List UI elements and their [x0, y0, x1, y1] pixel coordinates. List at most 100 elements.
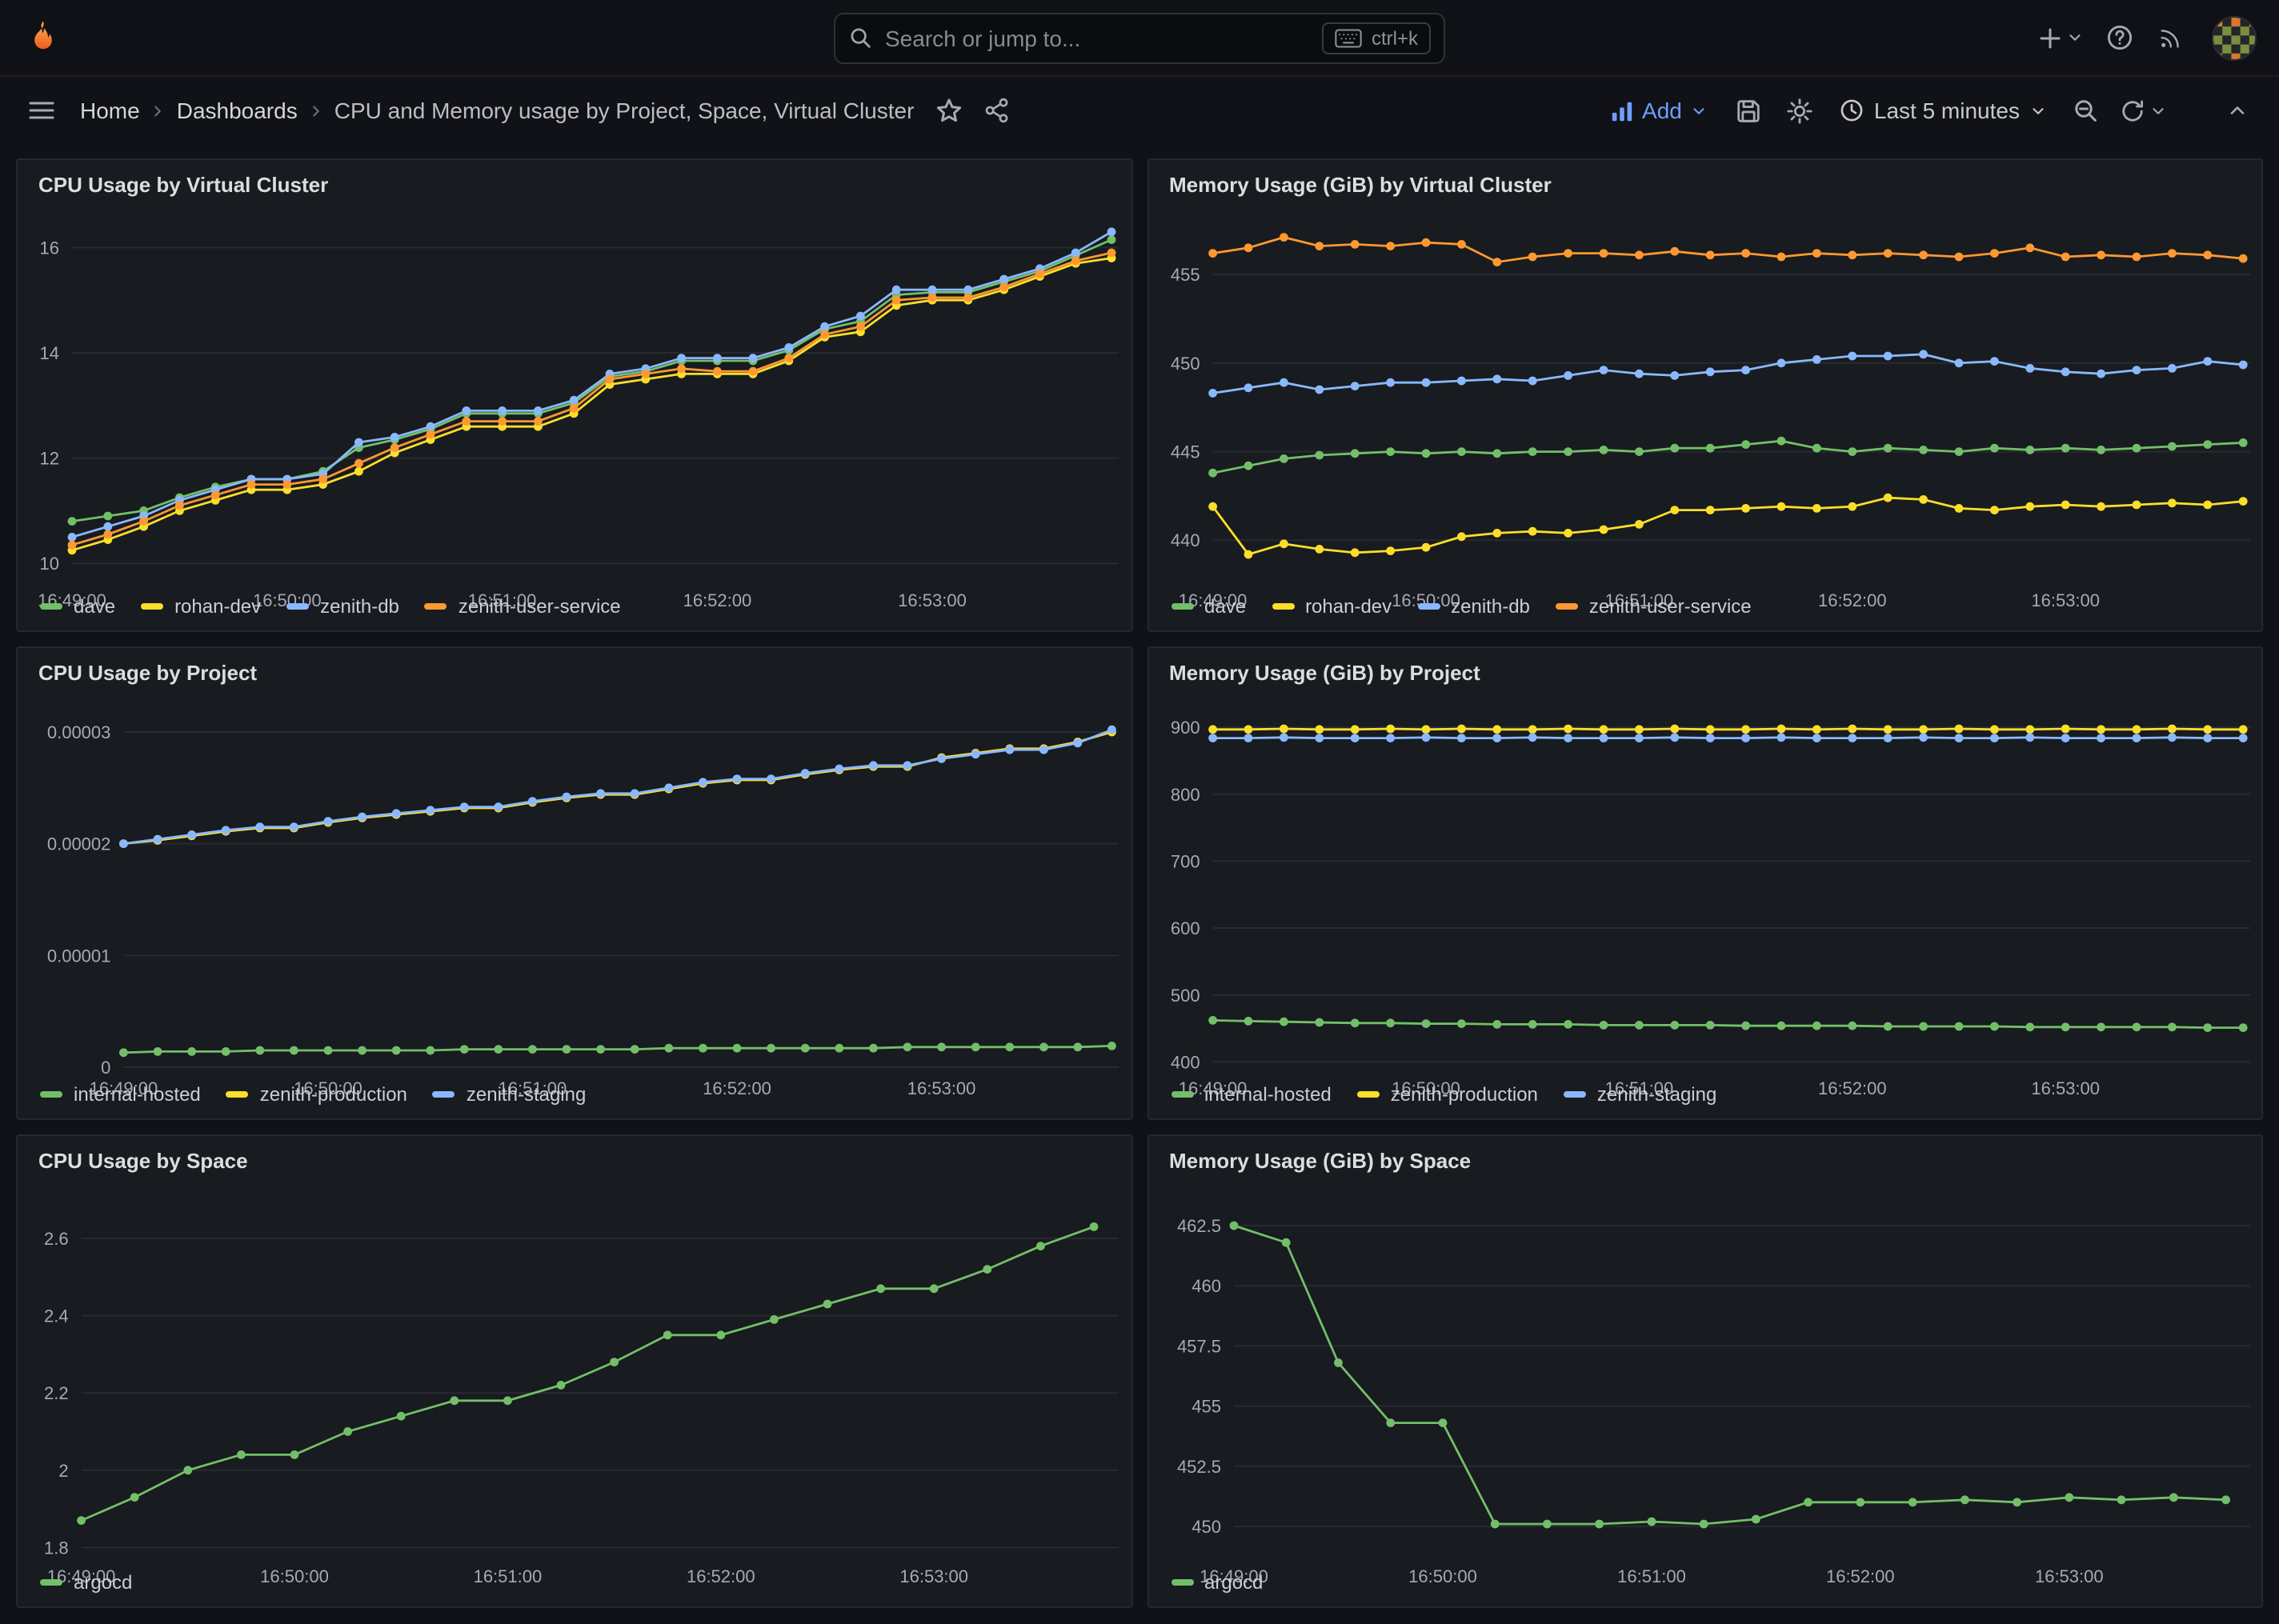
panel-title[interactable]: CPU Usage by Space — [38, 1149, 248, 1173]
legend-item-internal-hosted[interactable]: internal-hosted — [1171, 1083, 1332, 1106]
panel-title[interactable]: CPU Usage by Virtual Cluster — [38, 173, 329, 197]
legend-item-rohan-dev[interactable]: rohan-dev — [1272, 595, 1392, 618]
legend-label: zenith-staging — [466, 1083, 587, 1106]
panel-cpu-usage-by-project: CPU Usage by Project 0 0.00001 0.00002 0.00… — [16, 646, 1132, 1120]
chart-cpu-usage-by-project[interactable]: 0 0.00001 0.00002 0.00003 16:49:00 16:50:00 16… — [18, 688, 1131, 1098]
legend-label: argocd — [74, 1571, 133, 1594]
legend-item-zenith-staging[interactable]: zenith-staging — [432, 1083, 587, 1106]
panel-title[interactable]: CPU Usage by Project — [38, 661, 258, 685]
legend-item-argocd[interactable]: argocd — [40, 1571, 132, 1594]
svg-text:400: 400 — [1170, 1052, 1200, 1072]
panel-memory-usage-by-virtual-cluster: Memory Usage (GiB) by Virtual Cluster 44… — [1147, 158, 2263, 632]
legend-label: zenith-db — [1451, 595, 1530, 618]
legend-item-zenith-production[interactable]: zenith-production — [226, 1083, 407, 1106]
search-icon — [848, 26, 872, 50]
share-button[interactable] — [975, 88, 1019, 133]
legend-item-zenith-db[interactable]: zenith-db — [1417, 595, 1530, 618]
new-button[interactable] — [2031, 15, 2090, 60]
svg-text:0.00003: 0.00003 — [47, 722, 111, 742]
svg-text:16:51:00: 16:51:00 — [474, 1566, 543, 1586]
svg-text:2.2: 2.2 — [44, 1383, 69, 1403]
news-button[interactable] — [2148, 15, 2193, 60]
svg-text:16:52:00: 16:52:00 — [1817, 1078, 1886, 1098]
legend-color-marker — [1171, 603, 1193, 610]
svg-text:16:51:00: 16:51:00 — [1616, 1566, 1685, 1586]
mega-menu-button[interactable] — [19, 88, 64, 133]
hamburger-icon — [29, 102, 54, 119]
time-range-label: Last 5 minutes — [1873, 98, 2020, 123]
clock-history-icon — [1840, 99, 1863, 122]
chart-cpu-usage-by-virtual-cluster[interactable]: 10 12 14 16 16:49:00 16:50:00 16:51:00 16:52:00… — [18, 200, 1131, 610]
legend-item-zenith-user-service[interactable]: zenith-user-service — [424, 595, 621, 618]
global-search[interactable]: ctrl+k — [834, 12, 1445, 63]
shortcut-label: ctrl+k — [1371, 26, 1418, 49]
top-nav-right — [2031, 15, 2257, 60]
svg-text:462.5: 462.5 — [1176, 1216, 1220, 1236]
svg-text:500: 500 — [1170, 986, 1200, 1006]
chart-legend: internal-hosted zenith-production zenith-s… — [1148, 1080, 2261, 1118]
top-nav: ctrl+k — [0, 0, 2279, 77]
favorite-button[interactable] — [927, 88, 971, 133]
legend-item-rohan-dev[interactable]: rohan-dev — [141, 595, 261, 618]
svg-text:450: 450 — [1191, 1517, 1220, 1537]
collapse-toolbar-button[interactable] — [2215, 88, 2260, 133]
legend-item-zenith-staging[interactable]: zenith-staging — [1563, 1083, 1716, 1106]
chart-memory-usage-by-virtual-cluster[interactable]: 440 445 450 455 16:49:00 16:50:00 16:51:00 16:5… — [1148, 200, 2261, 610]
legend-label: internal-hosted — [1204, 1083, 1332, 1106]
legend-label: rohan-dev — [1305, 595, 1392, 618]
chart-legend: internal-hosted zenith-production zenith-s… — [18, 1080, 1131, 1118]
legend-color-marker — [40, 1579, 62, 1586]
svg-text:16:53:00: 16:53:00 — [898, 590, 967, 610]
svg-text:16:49:00: 16:49:00 — [1199, 1566, 1268, 1586]
legend-color-marker — [226, 1091, 249, 1098]
svg-text:600: 600 — [1170, 918, 1200, 938]
svg-text:14: 14 — [40, 343, 59, 363]
legend-item-zenith-user-service[interactable]: zenith-user-service — [1555, 595, 1752, 618]
svg-text:16:50:00: 16:50:00 — [1391, 1078, 1460, 1098]
time-range-picker[interactable]: Last 5 minutes — [1829, 91, 2057, 130]
svg-text:800: 800 — [1170, 785, 1200, 805]
zoom-out-time-button[interactable] — [2063, 88, 2108, 133]
legend-item-internal-hosted[interactable]: internal-hosted — [40, 1083, 201, 1106]
legend-item-argocd[interactable]: argocd — [1171, 1571, 1263, 1594]
panel-grid: CPU Usage by Virtual Cluster 10 12 14 16 16:… — [0, 144, 2279, 1624]
search-input[interactable] — [885, 25, 1322, 50]
gear-icon — [1788, 98, 1813, 123]
svg-text:900: 900 — [1170, 718, 1200, 738]
chevron-down-icon — [2033, 107, 2044, 114]
svg-text:16:52:00: 16:52:00 — [1825, 1566, 1894, 1586]
svg-text:452.5: 452.5 — [1176, 1457, 1220, 1477]
svg-text:12: 12 — [40, 449, 59, 469]
save-dashboard-button[interactable] — [1727, 88, 1772, 133]
refresh-button[interactable] — [2114, 88, 2173, 133]
user-avatar[interactable] — [2212, 15, 2257, 60]
legend-color-marker — [1356, 1091, 1380, 1098]
svg-text:16:52:00: 16:52:00 — [687, 1566, 755, 1586]
legend-item-zenith-production[interactable]: zenith-production — [1356, 1083, 1538, 1106]
chart-memory-usage-by-space[interactable]: 450 452.5 455 457.5 460 462.5 16:49:00 16:50:00… — [1148, 1176, 2261, 1586]
svg-text:2.6: 2.6 — [44, 1229, 69, 1249]
chart-cpu-usage-by-space[interactable]: 1.8 2 2.2 2.4 2.6 16:49:00 16:50:00 16:51:00 16:… — [18, 1176, 1131, 1586]
legend-color-marker — [424, 603, 447, 610]
legend-color-marker — [286, 603, 310, 610]
legend-item-zenith-db[interactable]: zenith-db — [286, 595, 399, 618]
add-panel-button[interactable]: Add — [1597, 91, 1720, 130]
panel-title[interactable]: Memory Usage (GiB) by Space — [1169, 1149, 1472, 1173]
help-button[interactable] — [2097, 15, 2141, 60]
chart-memory-usage-by-project[interactable]: 400 500 600 700 800 900 16:49:00 16:50:00 16:51:… — [1148, 688, 2261, 1098]
plus-icon — [2040, 27, 2061, 48]
panel-title[interactable]: Memory Usage (GiB) by Virtual Cluster — [1169, 173, 1552, 197]
legend-color-marker — [432, 1091, 455, 1098]
legend-item-dave[interactable]: dave — [1171, 595, 1246, 618]
legend-label: internal-hosted — [74, 1083, 201, 1106]
legend-label: rohan-dev — [174, 595, 262, 618]
breadcrumb-dashboards[interactable]: Dashboards — [176, 98, 298, 123]
chart-legend: argocd — [18, 1568, 1131, 1606]
grafana-logo-icon[interactable] — [22, 16, 66, 59]
dashboard-settings-button[interactable] — [1778, 88, 1823, 133]
legend-color-marker — [1563, 1091, 1586, 1098]
panel-title[interactable]: Memory Usage (GiB) by Project — [1169, 661, 1480, 685]
breadcrumb-home[interactable]: Home — [80, 98, 140, 123]
legend-item-dave[interactable]: dave — [40, 595, 115, 618]
legend-label: dave — [74, 595, 116, 618]
